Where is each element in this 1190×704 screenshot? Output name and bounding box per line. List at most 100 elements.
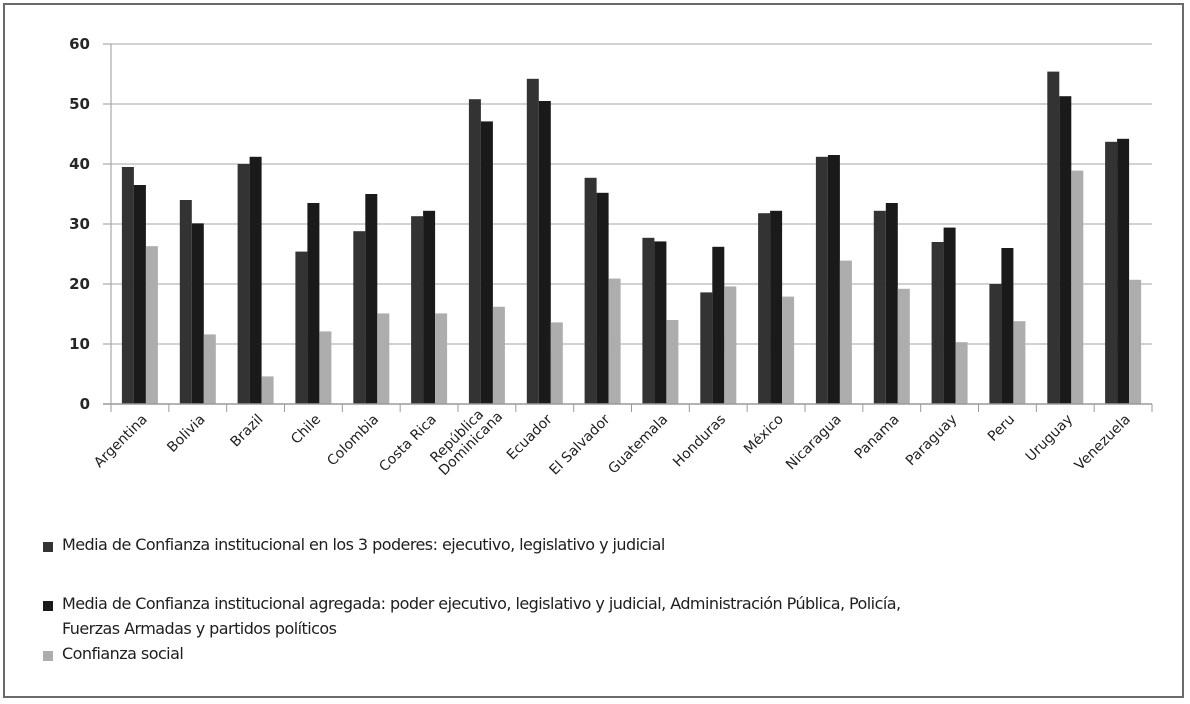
x-category-label: Argentina <box>91 412 151 472</box>
x-category-label: Colombia <box>324 412 382 470</box>
bar <box>666 320 679 404</box>
legend-item-institutional-3-powers: Media de Confianza institucional en los … <box>43 535 1168 557</box>
legend-label: Confianza social <box>62 644 184 663</box>
bar <box>1047 71 1060 404</box>
bar <box>642 237 655 404</box>
x-category-label: Panama <box>852 412 903 463</box>
bar <box>145 246 158 404</box>
bar <box>1001 248 1014 404</box>
bar <box>377 313 390 404</box>
bar <box>885 203 898 404</box>
bar-group <box>642 237 679 404</box>
y-tick-label: 0 <box>80 395 90 413</box>
bar <box>249 156 262 404</box>
bar <box>1013 321 1026 404</box>
bar <box>319 331 332 404</box>
y-tick-label: 50 <box>69 95 90 113</box>
x-axis-labels: Argentina Bolivia Brazil Chile ColombiaCosta… <box>91 398 1134 479</box>
x-category-label: Chile <box>288 412 324 448</box>
gridlines <box>111 43 1152 345</box>
bar <box>815 156 828 404</box>
x-category-label: RepúblicaDominicana <box>425 398 506 479</box>
bar <box>307 203 320 404</box>
bar <box>724 286 737 404</box>
bar <box>423 210 436 404</box>
bar <box>365 194 378 404</box>
bar <box>712 246 725 404</box>
bar <box>353 231 366 404</box>
bar <box>435 313 448 404</box>
bar <box>492 306 505 404</box>
bar <box>1105 141 1118 405</box>
bar <box>237 164 250 404</box>
x-axis <box>103 403 1153 412</box>
bar <box>1059 96 1072 404</box>
y-tick-label: 30 <box>69 215 90 233</box>
bar <box>897 288 910 404</box>
bar <box>943 227 956 404</box>
bar <box>758 213 771 404</box>
x-category-label: Uruguay <box>1023 412 1076 465</box>
x-category-label: Venezuela <box>1072 412 1134 474</box>
bar-group <box>121 167 158 404</box>
bar <box>931 242 944 404</box>
bar <box>596 192 609 404</box>
bar-group <box>179 200 216 404</box>
bar-group <box>353 194 390 404</box>
legend-label-line-2: Fuerzas Armadas y partidos políticos <box>62 619 337 638</box>
bar <box>700 292 713 404</box>
bar <box>608 278 621 404</box>
x-category-label: Peru <box>985 412 1018 445</box>
bar <box>839 260 852 404</box>
bar-group <box>468 99 505 405</box>
bar-group <box>584 177 621 404</box>
y-tick-label: 10 <box>69 335 90 353</box>
bar <box>584 177 597 404</box>
bar-group <box>758 210 795 404</box>
bar <box>121 167 134 404</box>
x-category-label: México <box>741 412 787 458</box>
x-category-label: Guatemala <box>605 412 671 478</box>
bar <box>989 284 1002 404</box>
bar <box>261 376 274 404</box>
y-tick-label: 20 <box>69 275 90 293</box>
legend-label: Media de Confianza institucional agregad… <box>62 591 901 641</box>
x-category-label: Paraguay <box>903 412 961 470</box>
legend-swatch-light-gray <box>43 651 53 661</box>
y-tick-label: 40 <box>69 155 90 173</box>
x-category-label: El Salvador <box>547 411 614 478</box>
bar <box>550 322 563 404</box>
x-category-label: Honduras <box>670 412 729 471</box>
bar <box>654 241 667 404</box>
bar-group <box>700 246 737 404</box>
bar <box>468 99 481 404</box>
bar <box>873 210 886 404</box>
bars <box>121 71 1142 405</box>
bar-group <box>526 78 563 405</box>
bar <box>1071 170 1084 404</box>
bar <box>955 342 968 404</box>
bar-group <box>237 156 274 404</box>
bar-group <box>815 155 852 404</box>
bar <box>1117 138 1130 405</box>
x-category-label: Costa Rica <box>376 412 440 476</box>
y-tick-label: 60 <box>69 35 90 53</box>
bar-group <box>989 248 1026 404</box>
x-category-label: Brazil <box>227 412 266 451</box>
bar-group <box>1047 71 1084 404</box>
bar <box>203 334 216 404</box>
bar <box>782 296 795 404</box>
x-category-label: Ecuador <box>504 411 556 463</box>
bar <box>295 251 308 404</box>
bar <box>411 216 424 404</box>
bar <box>480 121 493 405</box>
bar-group <box>411 210 448 404</box>
bar <box>179 200 192 404</box>
bar <box>191 223 204 404</box>
legend-label-line-1: Media de Confianza institucional agregad… <box>62 594 901 613</box>
bar <box>827 155 840 404</box>
bar <box>1129 279 1142 404</box>
bar-group <box>873 203 910 404</box>
bar <box>770 210 783 404</box>
bar-group <box>295 203 332 404</box>
